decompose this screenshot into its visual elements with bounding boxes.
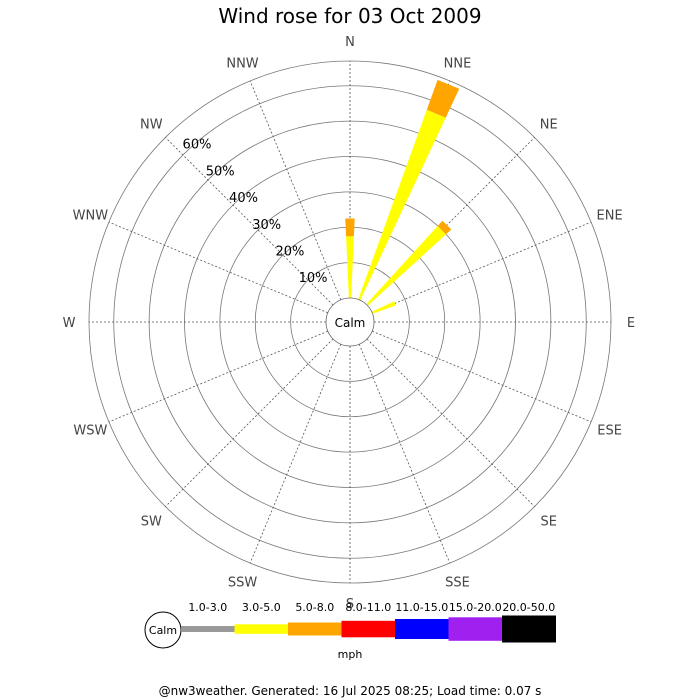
direction-labels: N NNE NE ENE E ESE SE SSE S SSW SW WSW W WNW NW NNW (63, 35, 636, 612)
direction-label-w: W (63, 316, 76, 331)
spoke-sw (165, 338, 334, 507)
legend-units: mph (338, 648, 363, 661)
direction-label-wsw: WSW (73, 424, 107, 439)
legend-swatch-5.0-8.0 (288, 622, 342, 636)
bar-ene-3.0-5.0 (371, 301, 396, 314)
legend-swatch-3.0-5.0 (234, 624, 289, 634)
direction-label-s: S (346, 597, 354, 612)
legend-swatch-8.0-11.0 (341, 620, 396, 638)
spoke-wsw (108, 330, 328, 423)
ring-label: 10% (299, 271, 328, 286)
ring-label: 30% (252, 218, 281, 233)
spoke-se (366, 338, 535, 507)
ring-label: 40% (229, 191, 258, 206)
direction-label-nw: NW (140, 117, 163, 132)
grid-ring (219, 191, 481, 453)
calm-center: Calm (325, 297, 375, 347)
legend-label: 5.0-8.0 (295, 601, 334, 614)
legend-calm-label: Calm (149, 624, 177, 637)
spoke-ssw (249, 344, 342, 564)
bar-n-3.0-5.0 (346, 236, 354, 298)
legend-swatch-15.0-20.0 (448, 617, 503, 641)
bar-nne-5.0-8.0 (426, 79, 460, 118)
direction-label-ssw: SSW (228, 576, 258, 591)
spoke-sse (358, 344, 451, 564)
spoke-wnw (108, 221, 328, 314)
spoke-ne (366, 137, 535, 306)
legend-swatch-20.0-50.0 (502, 615, 556, 643)
spoke-nnw (249, 80, 342, 300)
ring-label: 50% (206, 164, 235, 179)
direction-label-sse: SSE (445, 576, 470, 591)
ring-label: 20% (275, 245, 304, 260)
direction-label-e: E (627, 316, 635, 331)
bar-n-5.0-8.0 (345, 218, 355, 237)
direction-label-se: SE (540, 515, 556, 530)
calm-circle (325, 297, 375, 347)
direction-label-wnw: WNW (73, 209, 109, 224)
bar-ne-3.0-5.0 (366, 225, 447, 306)
direction-label-ene: ENE (597, 209, 623, 224)
legend-label: 11.0-15.0 (395, 601, 448, 614)
bar-nne-3.0-5.0 (358, 109, 446, 301)
legend-label: 1.0-3.0 (188, 601, 227, 614)
legend-label: 3.0-5.0 (242, 601, 281, 614)
legend-label: 8.0-11.0 (345, 601, 391, 614)
bar-ne-5.0-8.0 (437, 220, 452, 235)
legend-swatch-11.0-15.0 (395, 619, 449, 639)
direction-label-ese: ESE (597, 424, 622, 439)
direction-label-ne: NE (540, 117, 558, 132)
direction-label-nnw: NNW (226, 56, 258, 71)
ring-label: 60% (183, 138, 212, 153)
legend-swatch-1.0-3.0 (181, 626, 235, 632)
spoke-nw (165, 137, 334, 306)
spoke-ene (372, 221, 592, 314)
legend-label: 15.0-20.0 (449, 601, 502, 614)
calm-label: Calm (335, 316, 366, 330)
direction-label-sw: SW (141, 515, 162, 530)
direction-label-nne: NNE (444, 56, 472, 71)
footer-text: @nw3weather. Generated: 16 Jul 2025 08:2… (158, 684, 542, 698)
direction-label-n: N (345, 35, 355, 50)
wind-bars (345, 79, 460, 314)
ring-labels: 10% 20% 30% 40% 50% 60% (183, 138, 328, 287)
legend-label: 20.0-50.0 (502, 601, 555, 614)
spoke-ese (372, 330, 592, 423)
speed-legend: Calm 1.0-3.0 3.0-5.0 5.0-8.0 8.0-11.0 11.0-15… (144, 601, 556, 661)
chart-title: Wind rose for 03 Oct 2009 (218, 4, 482, 28)
